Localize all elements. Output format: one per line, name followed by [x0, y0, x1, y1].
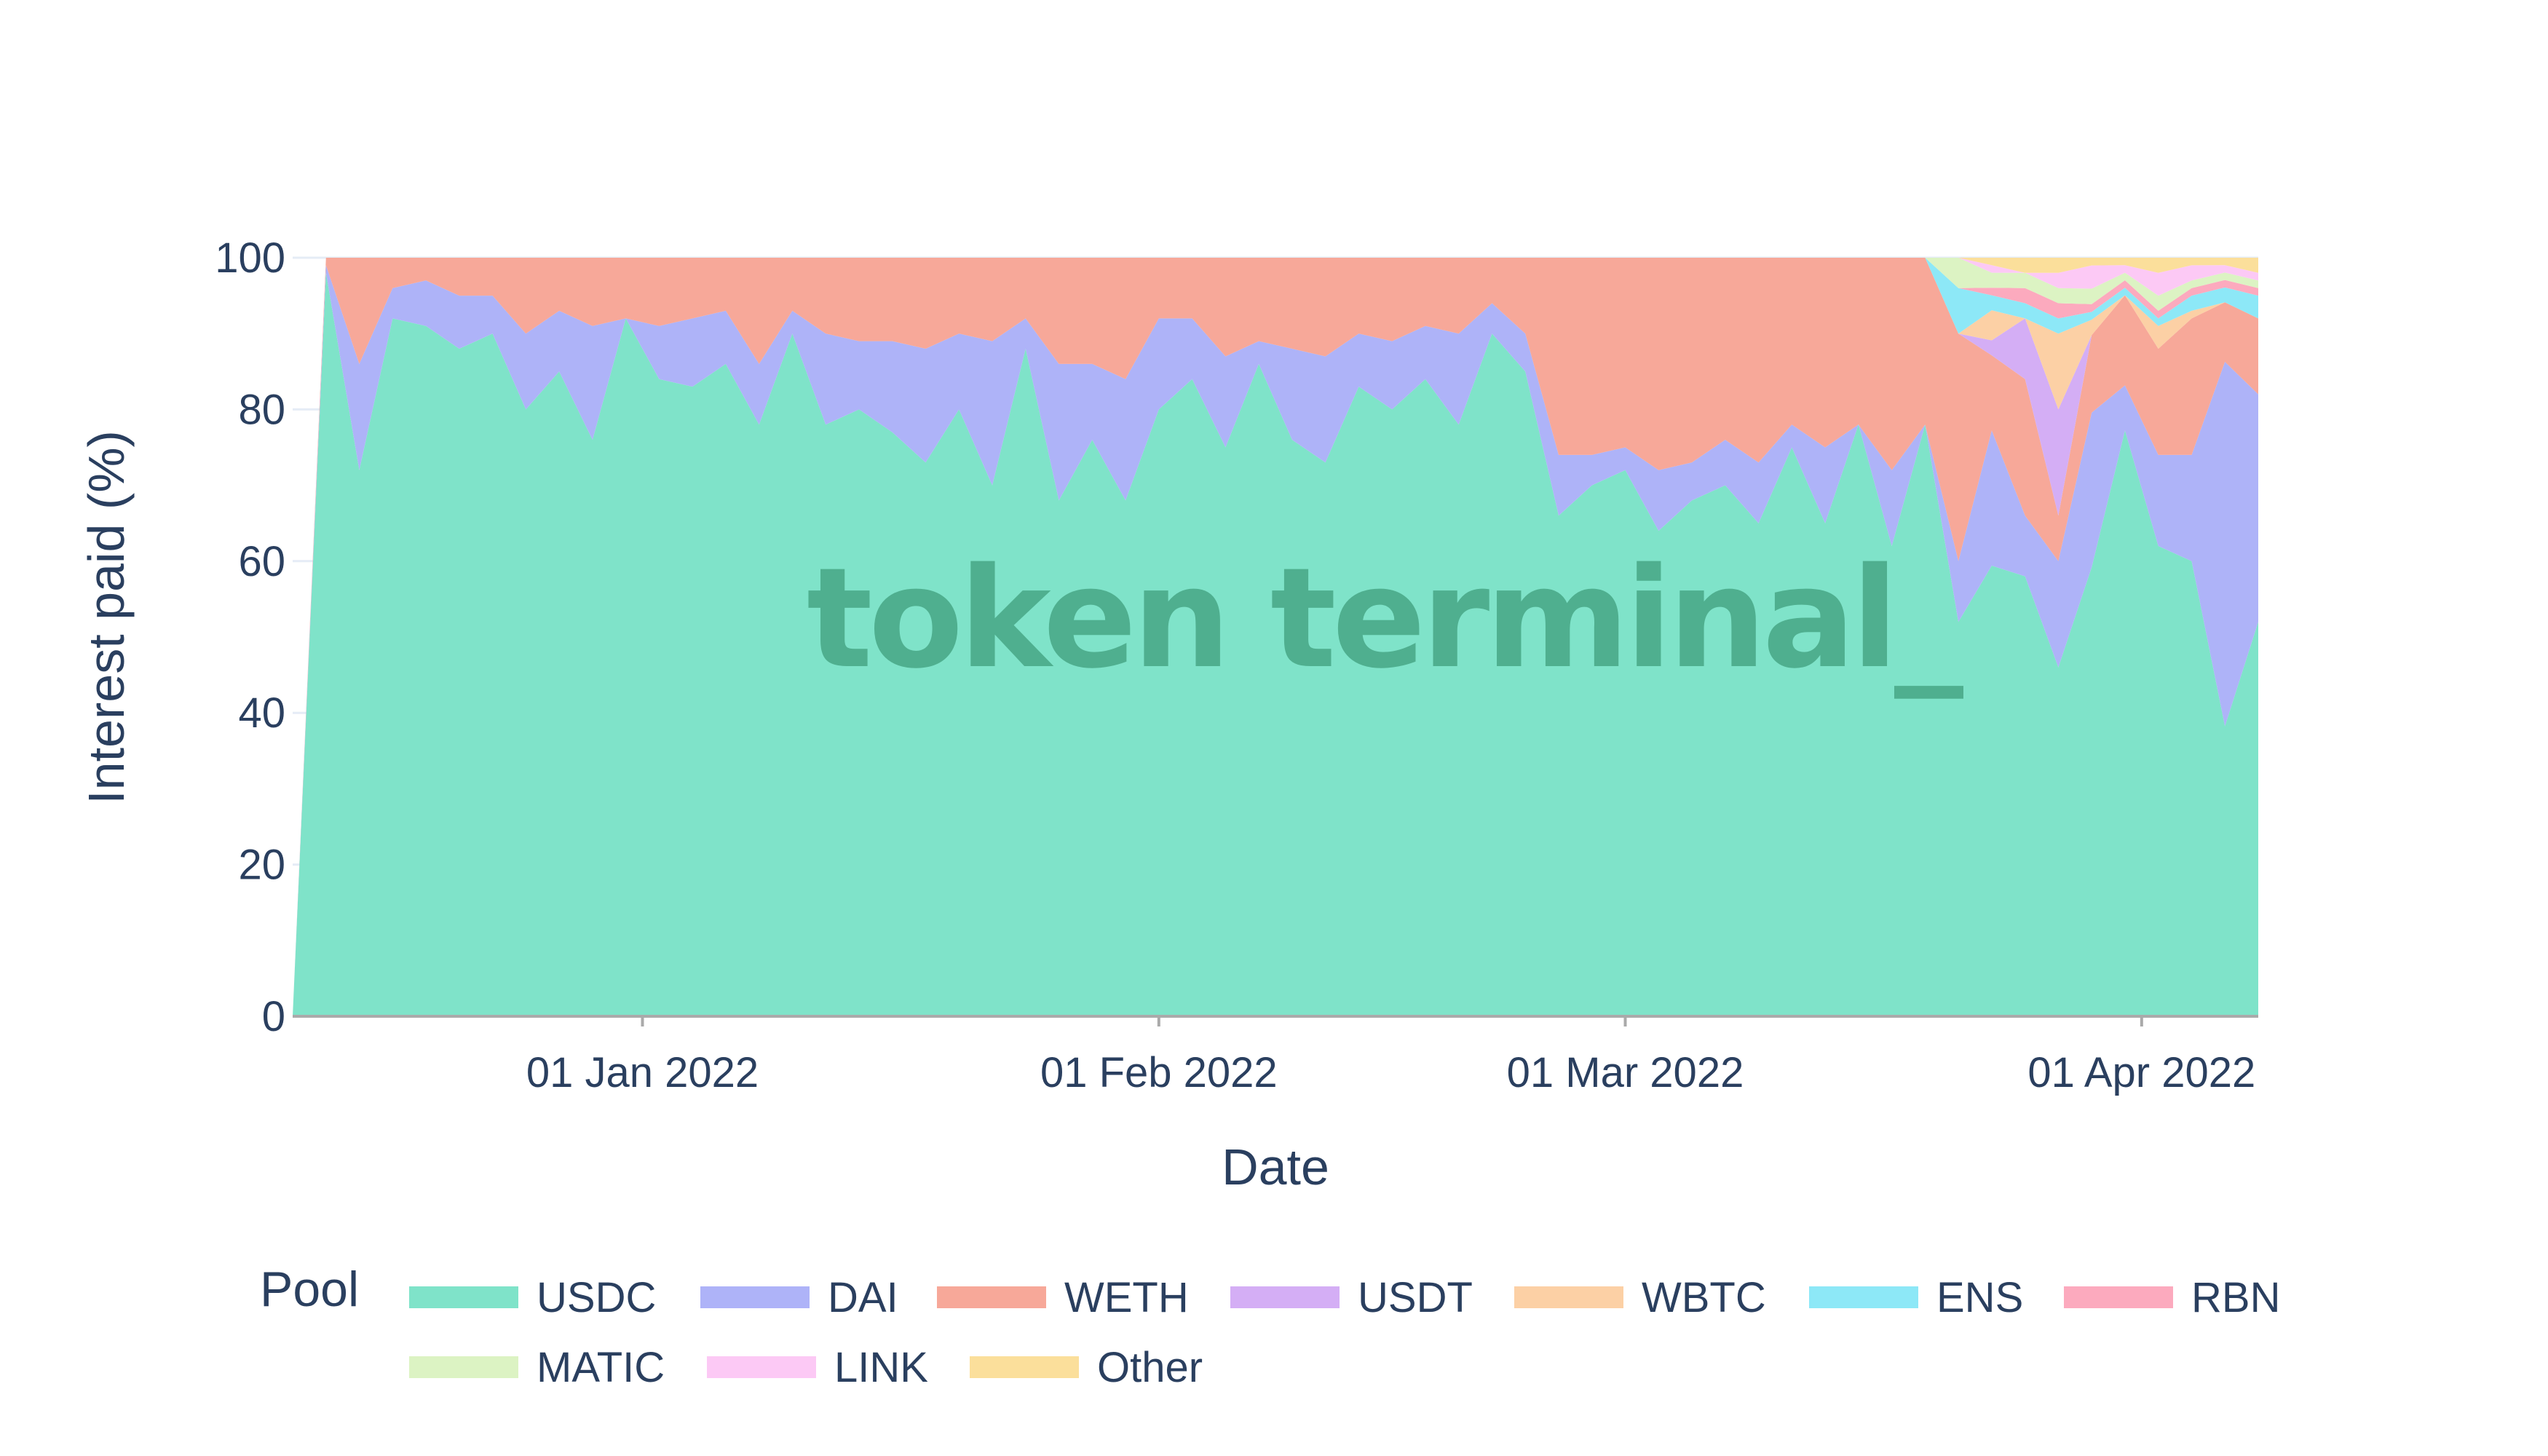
y-tick-label: 80: [238, 386, 285, 433]
legend-item-usdt[interactable]: USDT: [1230, 1274, 1473, 1321]
legend-item-weth[interactable]: WETH: [937, 1274, 1189, 1321]
legend-swatch: [409, 1356, 518, 1378]
legend-item-matic[interactable]: MATIC: [409, 1344, 665, 1391]
y-tick-label: 40: [238, 689, 285, 737]
legend-swatch: [1514, 1286, 1623, 1308]
x-axis-title: Date: [1222, 1139, 1329, 1195]
legend-item-link[interactable]: LINK: [707, 1344, 928, 1391]
legend-item-ens[interactable]: ENS: [1809, 1274, 2023, 1321]
area-series: [293, 258, 2258, 1016]
legend-item-other[interactable]: Other: [970, 1344, 1203, 1391]
legend-swatch: [937, 1286, 1046, 1308]
legend-label: USDC: [537, 1274, 656, 1321]
area-series-weth[interactable]: [293, 258, 2258, 1016]
axes: 0 20 40 60 80 100 01 Jan 2022 01 Feb 2022 01 Mar…: [78, 234, 2258, 1195]
legend-swatch: [1230, 1286, 1340, 1308]
legend-item-rbn[interactable]: RBN: [2064, 1274, 2280, 1321]
legend[interactable]: Pool USDC DAI WETH USDT WBTC ENS RBN MATIC LINK Ot…: [260, 1262, 2280, 1391]
legend-label: LINK: [834, 1344, 928, 1391]
legend-swatch: [2064, 1286, 2173, 1308]
y-tick-label: 20: [238, 842, 285, 889]
area-series-usdc[interactable]: [293, 272, 2258, 1016]
legend-swatch: [707, 1356, 816, 1378]
legend-label: MATIC: [537, 1344, 665, 1391]
legend-label: ENS: [1936, 1274, 2023, 1321]
legend-item-wbtc[interactable]: WBTC: [1514, 1274, 1766, 1321]
x-tick-label: 01 Jan 2022: [526, 1049, 759, 1096]
legend-swatch: [409, 1286, 518, 1308]
y-axis-title: Interest paid (%): [78, 430, 135, 804]
y-tick-label: 60: [238, 538, 285, 585]
legend-label: RBN: [2191, 1274, 2280, 1321]
x-tick-label: 01 Mar 2022: [1507, 1049, 1744, 1096]
legend-swatch: [700, 1286, 810, 1308]
legend-title: Pool: [260, 1262, 359, 1317]
legend-label: DAI: [828, 1274, 898, 1321]
x-tick-label: 01 Apr 2022: [2027, 1049, 2255, 1096]
legend-label: WBTC: [1642, 1274, 1766, 1321]
legend-item-usdc[interactable]: USDC: [409, 1274, 656, 1321]
legend-swatch: [970, 1356, 1079, 1378]
x-tick-label: 01 Feb 2022: [1040, 1049, 1278, 1096]
y-tick-label: 100: [215, 234, 285, 282]
watermark-logo: token terminal_: [807, 538, 1963, 699]
legend-item-dai[interactable]: DAI: [700, 1274, 898, 1321]
y-tick-label: 0: [262, 993, 285, 1040]
legend-label: Other: [1097, 1344, 1203, 1391]
legend-swatch: [1809, 1286, 1918, 1308]
legend-label: USDT: [1358, 1274, 1473, 1321]
legend-label: WETH: [1064, 1274, 1189, 1321]
area-series-wbtc[interactable]: [293, 258, 2258, 1016]
